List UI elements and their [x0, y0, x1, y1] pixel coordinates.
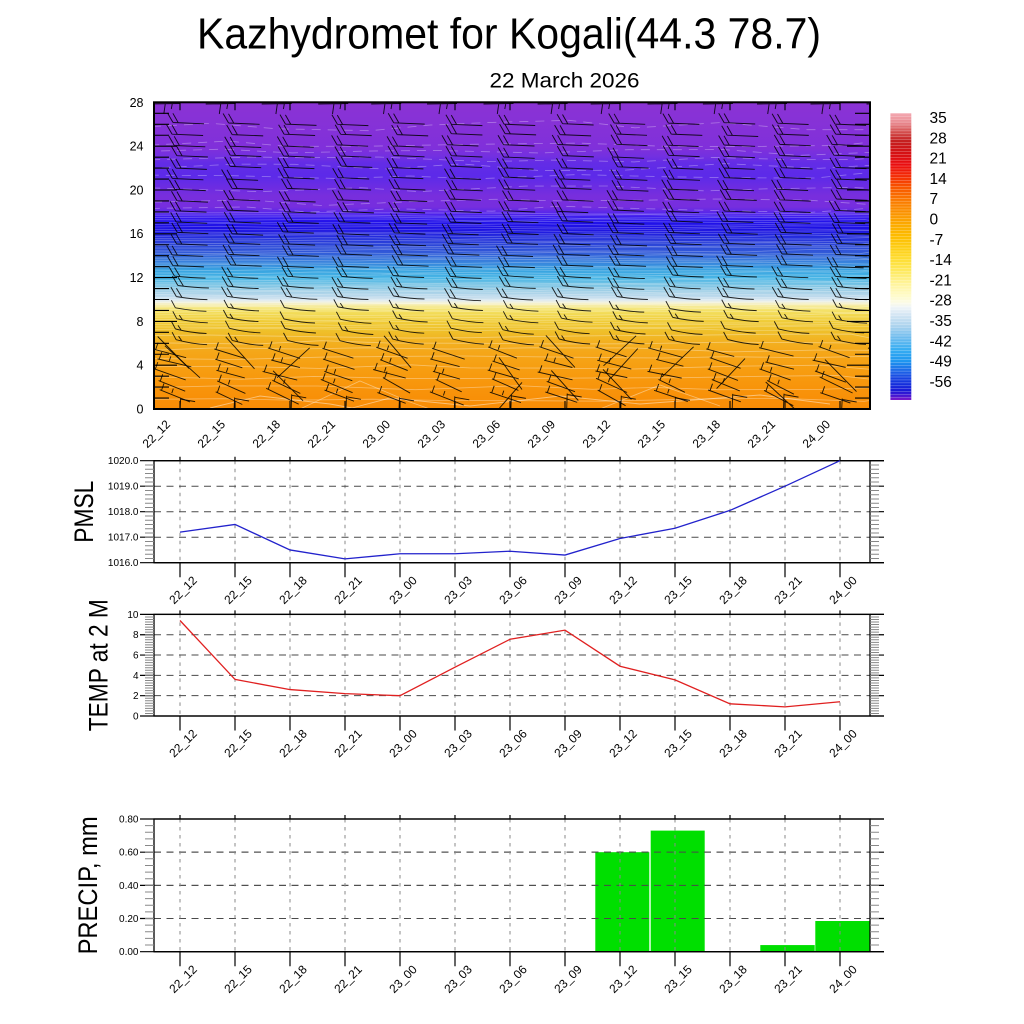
svg-text:22 March 2026: 22 March 2026 [490, 69, 640, 93]
svg-text:Kazhydromet for Kogali(44.3 78: Kazhydromet for Kogali(44.3 78.7) [197, 10, 821, 59]
svg-text:28: 28 [130, 96, 144, 110]
svg-text:1020.0: 1020.0 [108, 456, 139, 467]
svg-text:12: 12 [130, 271, 144, 285]
svg-text:-49: -49 [930, 354, 952, 371]
svg-text:1017.0: 1017.0 [108, 533, 139, 544]
svg-text:28: 28 [930, 130, 947, 147]
svg-text:8: 8 [133, 630, 139, 641]
svg-text:0.00: 0.00 [119, 947, 139, 958]
svg-text:0.40: 0.40 [119, 881, 139, 892]
svg-text:2: 2 [133, 691, 139, 702]
svg-text:1016.0: 1016.0 [108, 558, 139, 569]
svg-text:4: 4 [137, 359, 144, 373]
svg-text:1019.0: 1019.0 [108, 482, 139, 493]
svg-text:10: 10 [127, 610, 139, 621]
svg-text:14: 14 [930, 171, 948, 188]
svg-text:21: 21 [930, 151, 947, 168]
svg-text:-42: -42 [930, 333, 952, 350]
svg-text:0: 0 [137, 402, 144, 416]
svg-text:4: 4 [133, 671, 139, 682]
svg-text:0: 0 [930, 212, 939, 229]
svg-text:6: 6 [133, 651, 139, 662]
svg-text:-35: -35 [930, 313, 952, 330]
svg-text:24: 24 [130, 140, 144, 154]
svg-text:1018.0: 1018.0 [108, 507, 139, 518]
svg-text:-28: -28 [930, 293, 952, 310]
svg-text:16: 16 [130, 227, 144, 241]
svg-text:0.20: 0.20 [119, 914, 139, 925]
svg-text:PRECIP, mm: PRECIP, mm [73, 816, 103, 954]
svg-text:-21: -21 [930, 272, 952, 289]
svg-text:0: 0 [133, 712, 139, 723]
svg-text:-14: -14 [930, 252, 953, 269]
svg-text:PMSL: PMSL [69, 481, 99, 543]
svg-text:20: 20 [130, 183, 144, 197]
svg-text:8: 8 [137, 315, 144, 329]
svg-text:7: 7 [930, 191, 939, 208]
svg-text:-56: -56 [930, 374, 952, 391]
svg-text:TEMP at 2 M: TEMP at 2 M [84, 599, 114, 731]
svg-text:35: 35 [930, 110, 947, 127]
svg-text:0.80: 0.80 [119, 815, 139, 826]
svg-text:-7: -7 [930, 232, 944, 249]
svg-text:0.60: 0.60 [119, 848, 139, 859]
